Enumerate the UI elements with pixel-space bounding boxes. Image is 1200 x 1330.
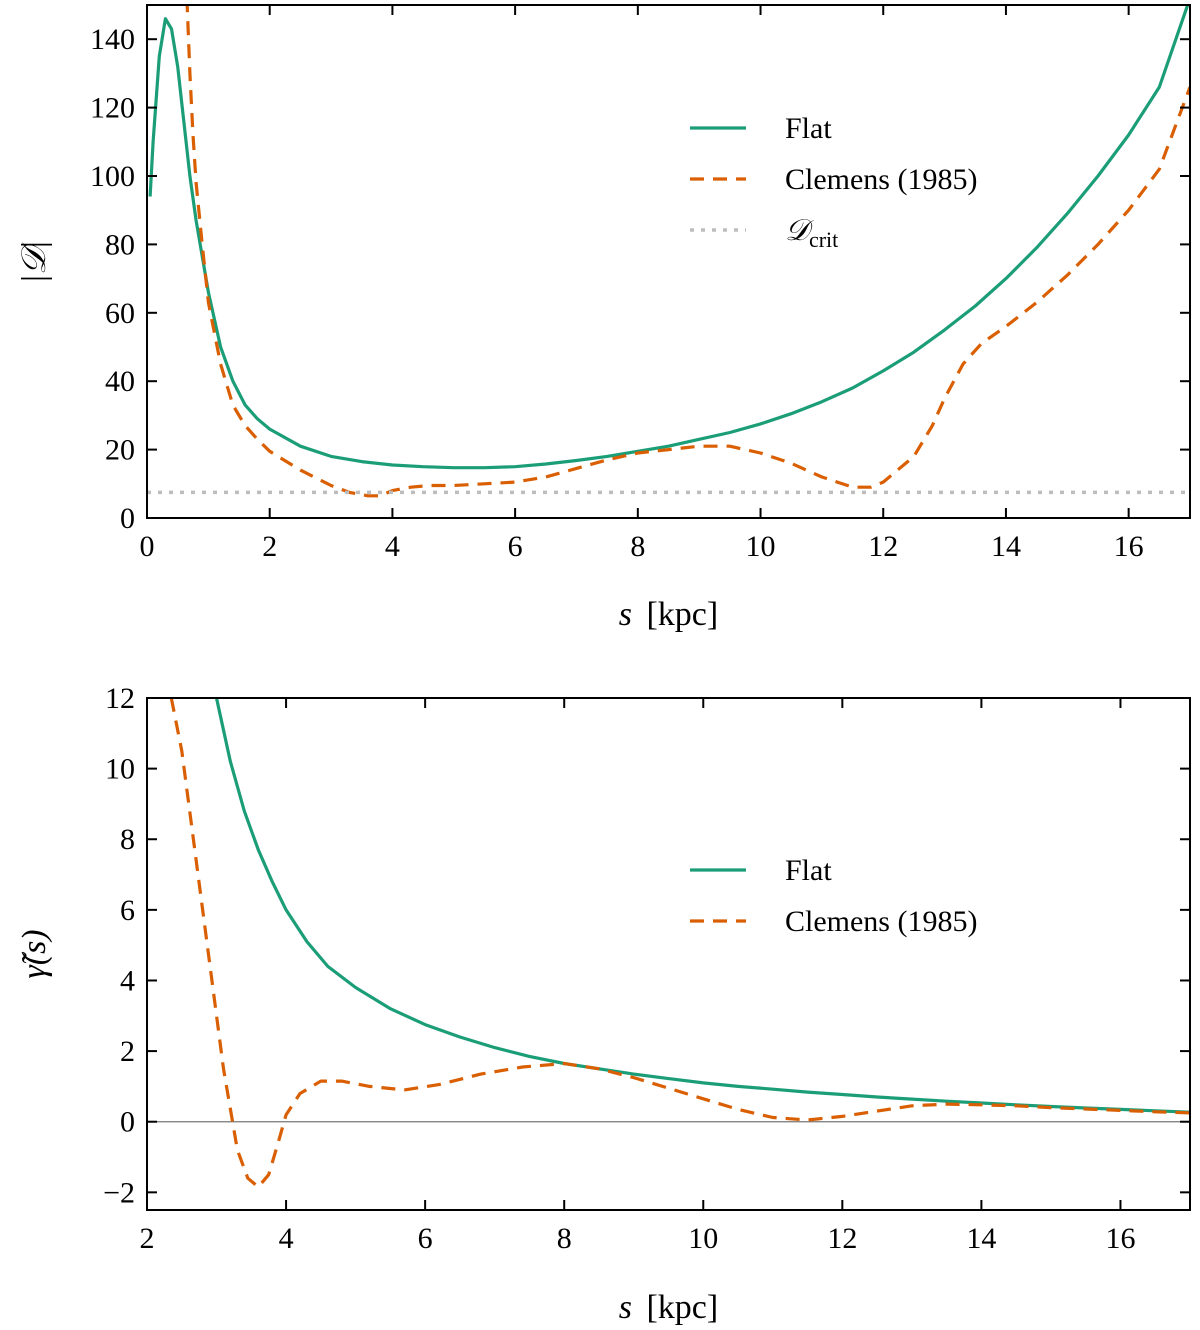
top-y-axis-label: |𝒟|: [16, 241, 53, 282]
y-tick-label: 10: [105, 753, 135, 786]
x-tick-label: 16: [1114, 530, 1144, 563]
y-tick-label: 80: [105, 228, 135, 261]
series-line-2: [185, 5, 1190, 498]
bottom-x-axis-label: s [kpc]: [619, 1289, 718, 1326]
x-tick-label: 12: [827, 1222, 857, 1255]
bottom-x-axis-label-unit: [kpc]: [646, 1289, 718, 1326]
x-tick-label: 8: [557, 1222, 572, 1255]
top-plot-area: [147, 5, 1190, 498]
x-tick-label: 0: [140, 530, 155, 563]
top-legend: Flat Clemens (1985) 𝒟crit: [690, 112, 977, 252]
x-tick-label: 4: [385, 530, 400, 563]
series-line-1: [214, 698, 1190, 1114]
top-tick-labels: 0 2 4 6 8 10 12 14 16 0 20 40 60 80 100 120 140: [90, 23, 1144, 563]
y-tick-label: −2: [103, 1176, 135, 1209]
y-tick-label: 120: [90, 92, 135, 125]
y-tick-label: 20: [105, 434, 135, 467]
bottom-plot-area: [147, 698, 1190, 1189]
y-tick-label: 40: [105, 365, 135, 398]
x-tick-label: 4: [279, 1222, 294, 1255]
y-tick-label: 6: [120, 894, 135, 927]
y-tick-label: 4: [120, 964, 135, 997]
bottom-panel: 2 4 6 8 10 12 14 16 −2 0 2 4 6 8 10 12 Flat Clemens (198…: [16, 682, 1191, 1326]
top-x-axis-label: s [kpc]: [619, 596, 718, 633]
legend-label-2: Clemens (1985): [785, 905, 977, 938]
top-x-axis-label-unit: [kpc]: [646, 596, 718, 633]
bottom-legend: Flat Clemens (1985): [690, 854, 977, 938]
bottom-y-axis-label: γ̃(s): [16, 929, 53, 978]
top-panel: 0 2 4 6 8 10 12 14 16 0 20 40 60 80 100 120 140 Flat Clem…: [16, 4, 1191, 633]
x-tick-label: 12: [868, 530, 898, 563]
x-tick-label: 6: [508, 530, 523, 563]
y-tick-label: 60: [105, 297, 135, 330]
top-y-axis-label-bar-left: |: [16, 275, 53, 282]
x-tick-label: 16: [1105, 1222, 1135, 1255]
y-tick-label: 12: [105, 682, 135, 715]
legend-label-1: Flat: [785, 112, 832, 145]
top-ticks: [146, 5, 1190, 519]
y-tick-label: 0: [120, 502, 135, 535]
y-tick-label: 8: [120, 823, 135, 856]
series-line-2: [169, 698, 1190, 1189]
x-tick-label: 2: [262, 530, 277, 563]
legend-label-1: Flat: [785, 854, 832, 887]
x-tick-label: 2: [140, 1222, 155, 1255]
x-tick-label: 8: [630, 530, 645, 563]
x-tick-label: 14: [966, 1222, 996, 1255]
x-tick-label: 14: [991, 530, 1021, 563]
top-x-axis-label-var: s: [619, 596, 632, 633]
top-y-axis-label-bar-right: |: [16, 241, 53, 248]
legend-label-3: 𝒟crit: [785, 214, 838, 252]
top-axes-frame: [146, 4, 1191, 519]
x-tick-label: 10: [688, 1222, 718, 1255]
bottom-tick-labels: 2 4 6 8 10 12 14 16 −2 0 2 4 6 8 10 12: [103, 682, 1135, 1255]
y-tick-label: 0: [120, 1106, 135, 1139]
y-tick-label: 2: [120, 1035, 135, 1068]
y-tick-label: 140: [90, 23, 135, 56]
x-tick-label: 6: [418, 1222, 433, 1255]
series-line-1: [148, 5, 1190, 470]
bottom-axes-frame: [146, 697, 1191, 1211]
bottom-ticks: [146, 697, 1190, 1210]
x-tick-label: 10: [746, 530, 776, 563]
legend-label-2: Clemens (1985): [785, 163, 977, 196]
bottom-x-axis-label-var: s: [619, 1289, 632, 1326]
y-tick-label: 100: [90, 160, 135, 193]
